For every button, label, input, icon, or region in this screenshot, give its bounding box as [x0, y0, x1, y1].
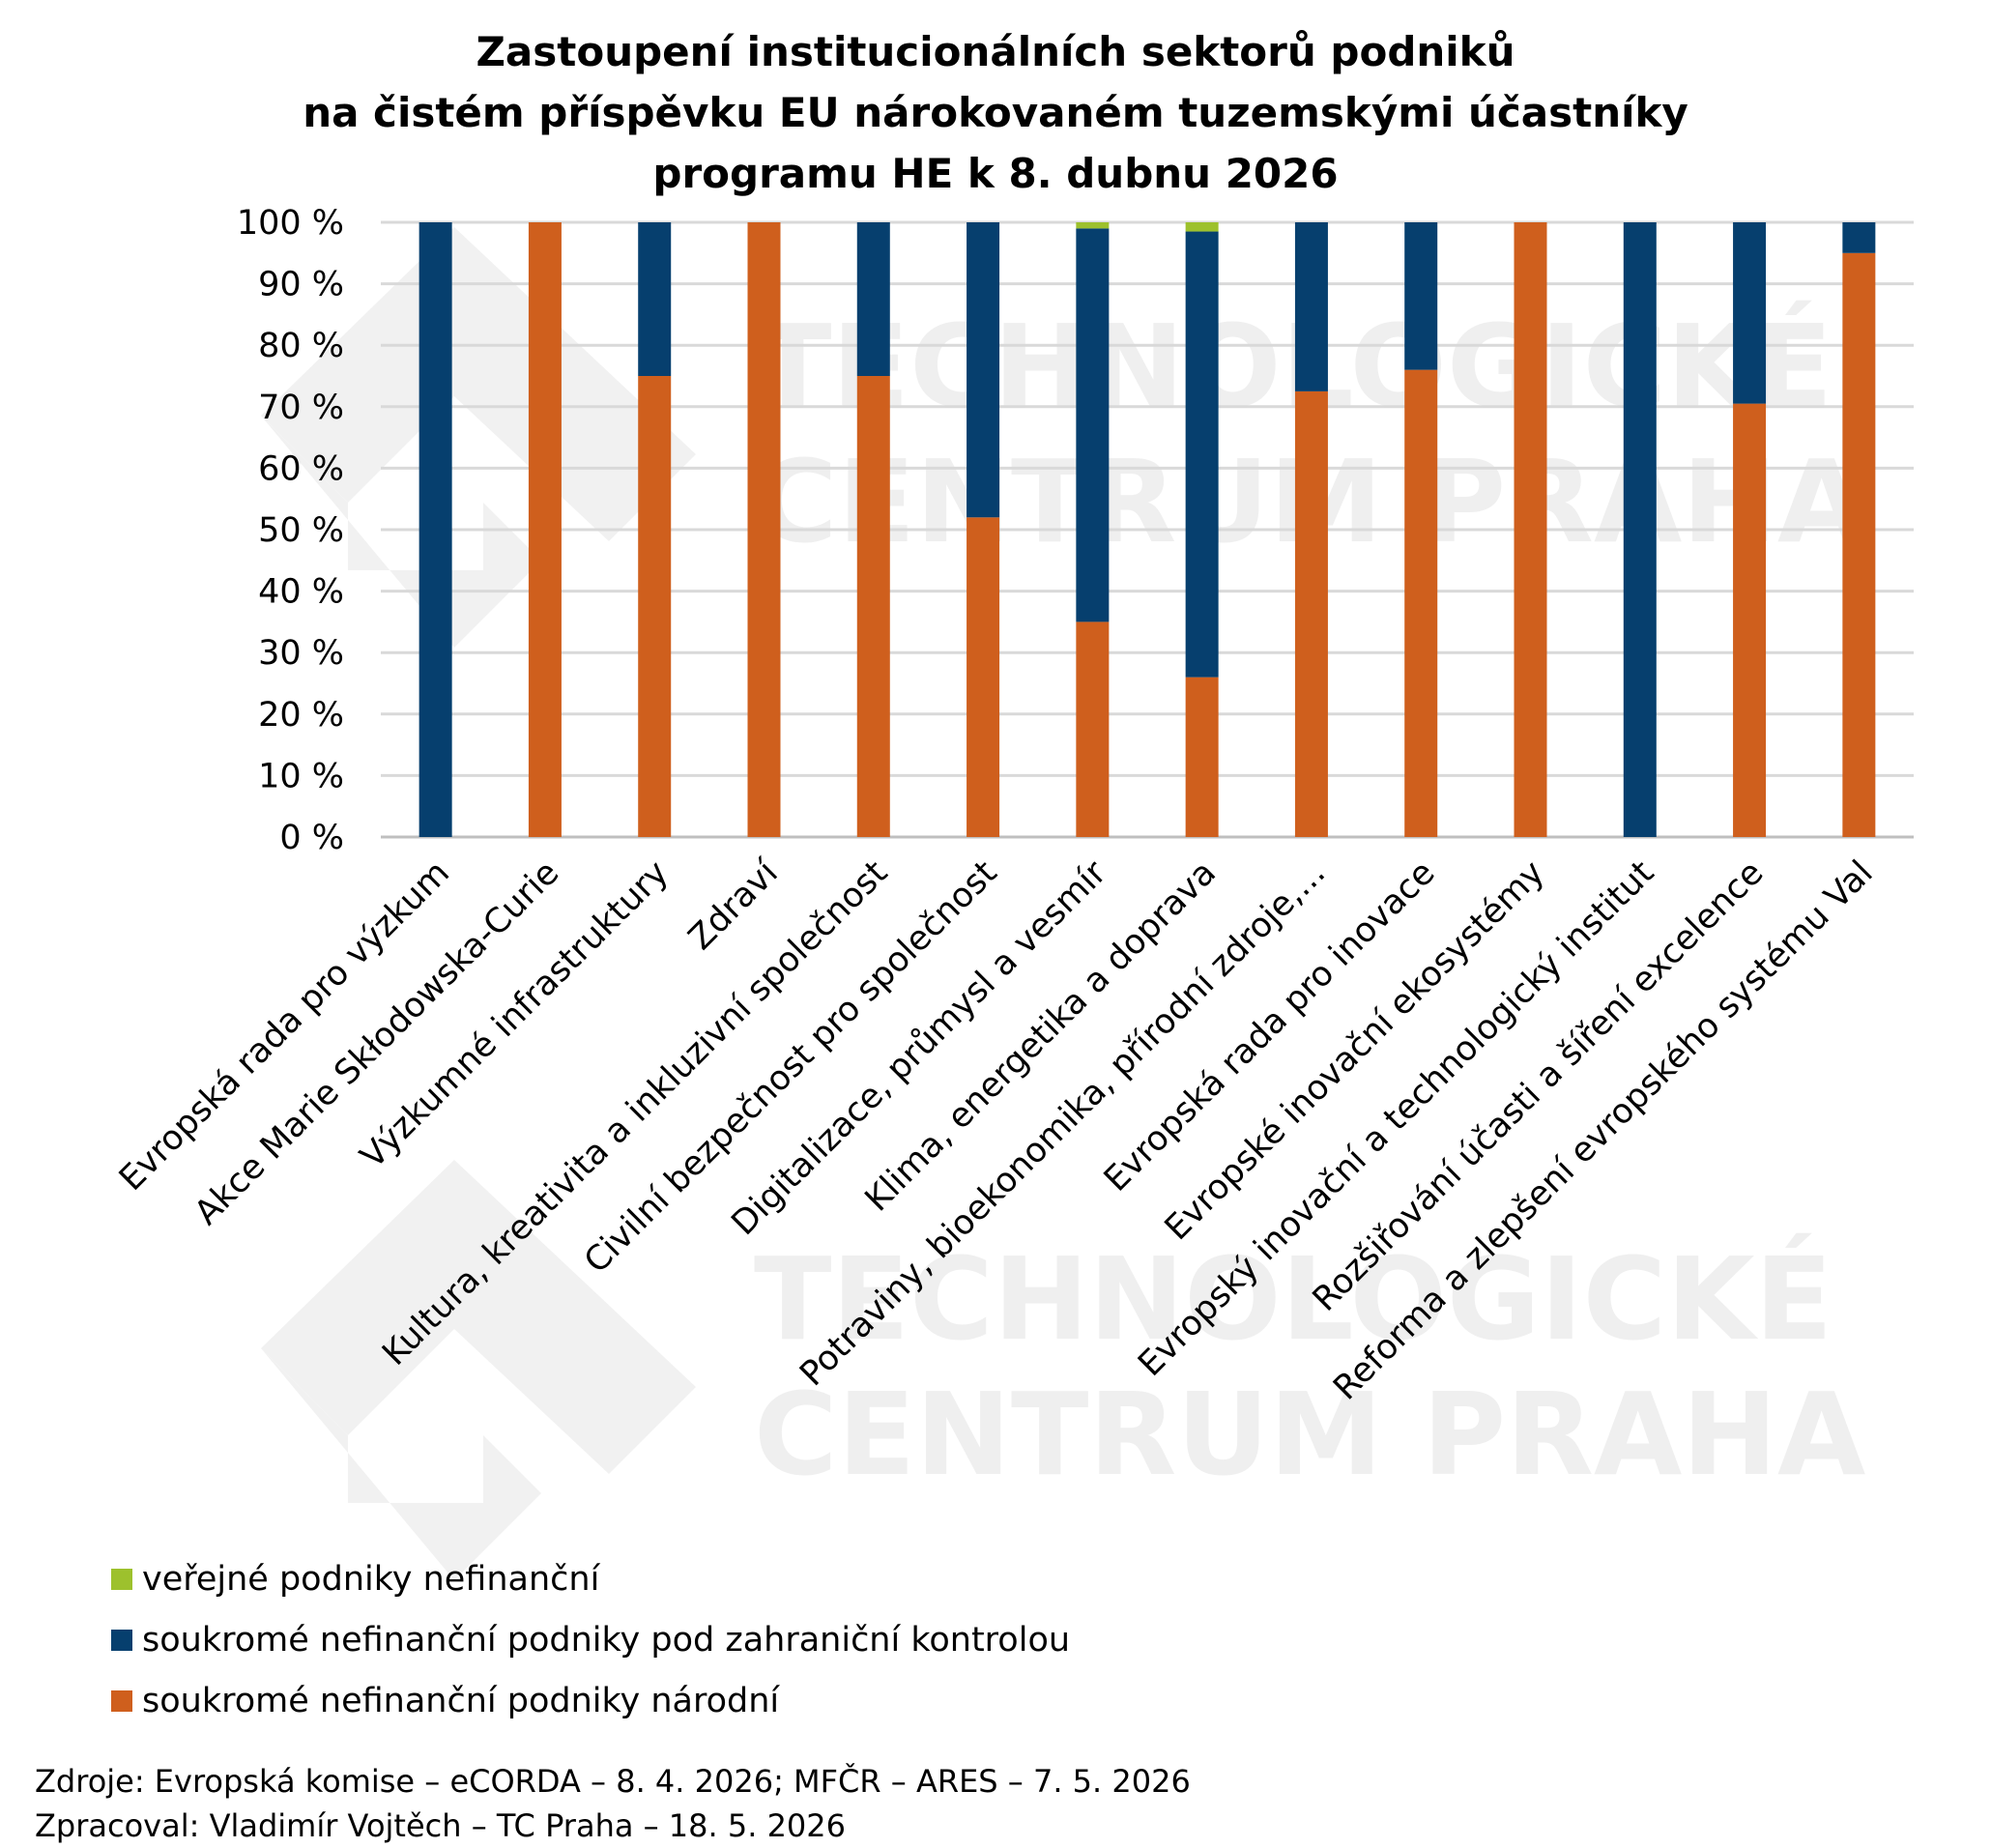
watermark-text-bottom-2: CENTRUM PRAHA: [754, 1368, 1865, 1501]
bar-segment: [967, 517, 1000, 837]
bars: [418, 222, 1876, 837]
y-tick-label: 80 %: [258, 327, 344, 365]
bar-segment: [856, 376, 890, 837]
y-tick-label: 90 %: [258, 266, 344, 304]
bar-segment: [1294, 222, 1328, 391]
bar-segment: [528, 222, 562, 837]
legend-item-foreign: soukromé nefinanční podniky pod zahranič…: [111, 1609, 1070, 1670]
legend-item-national: soukromé nefinanční podniky národní: [111, 1670, 1070, 1731]
bar-segment: [418, 222, 452, 837]
legend-label-public: veřejné podniky nefinanční: [142, 1559, 600, 1599]
footer-sources: Zdroje: Evropská komise – eCORDA – 8. 4.…: [35, 1763, 1191, 1800]
x-category-label: Civilní bezpečnost pro společnost: [577, 853, 1004, 1281]
bar-segment: [1842, 252, 1876, 837]
y-tick-label: 60 %: [258, 449, 344, 488]
bar-segment: [1842, 222, 1876, 253]
x-category-label: Zdraví: [681, 852, 787, 958]
watermark-text-top-1: TECHNOLOGICKÉ: [754, 300, 1832, 433]
bar-segment: [638, 222, 672, 376]
watermark-logo-top: [261, 227, 696, 648]
bar-segment: [1076, 228, 1110, 622]
bar-segment: [638, 376, 672, 837]
y-tick-label: 40 %: [258, 573, 344, 612]
chart-title: Zastoupení institucionálních sektorů pod…: [0, 21, 1991, 204]
bar-segment: [1733, 403, 1767, 837]
bar-segment: [856, 222, 890, 376]
chart-title-line-2: na čistém příspěvku EU nárokovaném tuzem…: [303, 89, 1688, 136]
bar-segment: [1185, 677, 1219, 837]
bar-segment: [747, 222, 781, 837]
legend-swatch-foreign: [111, 1629, 132, 1651]
legend-swatch-public: [111, 1568, 132, 1590]
chart-title-line-3: programu HE k 8. dubnu 2026: [652, 150, 1339, 197]
bar-segment: [1404, 369, 1438, 837]
bar-segment: [1623, 222, 1657, 837]
legend-label-foreign: soukromé nefinanční podniky pod zahranič…: [142, 1620, 1071, 1660]
watermark-text-bottom-1: TECHNOLOGICKÉ: [754, 1232, 1832, 1366]
legend: veřejné podniky nefinanční soukromé nefi…: [111, 1548, 1070, 1731]
bar-segment: [1514, 222, 1547, 837]
gridlines: [381, 220, 1914, 839]
bar-segment: [1076, 222, 1110, 229]
y-tick-label: 30 %: [258, 634, 344, 673]
legend-label-national: soukromé nefinanční podniky národní: [142, 1681, 780, 1720]
y-tick-label: 10 %: [258, 757, 344, 795]
bar-segment: [1185, 231, 1219, 678]
y-tick-label: 20 %: [258, 696, 344, 735]
bar-segment: [967, 222, 1000, 518]
legend-swatch-national: [111, 1689, 132, 1712]
bar-segment: [1404, 222, 1438, 370]
watermark-logo-bottom: [261, 1160, 696, 1580]
y-tick-label: 70 %: [258, 389, 344, 427]
bar-segment: [1733, 222, 1767, 404]
footer-processed: Zpracoval: Vladimír Vojtěch – TC Praha –…: [35, 1807, 846, 1844]
y-tick-label: 50 %: [258, 511, 344, 550]
y-axis: 0 % 10 % 20 % 30 % 40 % 50 % 60 % 70 % 80 % 90 % 1…: [237, 204, 344, 857]
legend-item-public: veřejné podniky nefinanční: [111, 1548, 1070, 1609]
bar-segment: [1185, 222, 1219, 232]
footer: Zdroje: Evropská komise – eCORDA – 8. 4.…: [35, 1759, 1191, 1848]
bar-segment: [1076, 621, 1110, 837]
bar-segment: [1294, 390, 1328, 837]
chart-title-line-1: Zastoupení institucionálních sektorů pod…: [476, 28, 1515, 75]
y-tick-label: 100 %: [237, 204, 344, 243]
y-tick-label: 0 %: [279, 819, 344, 857]
